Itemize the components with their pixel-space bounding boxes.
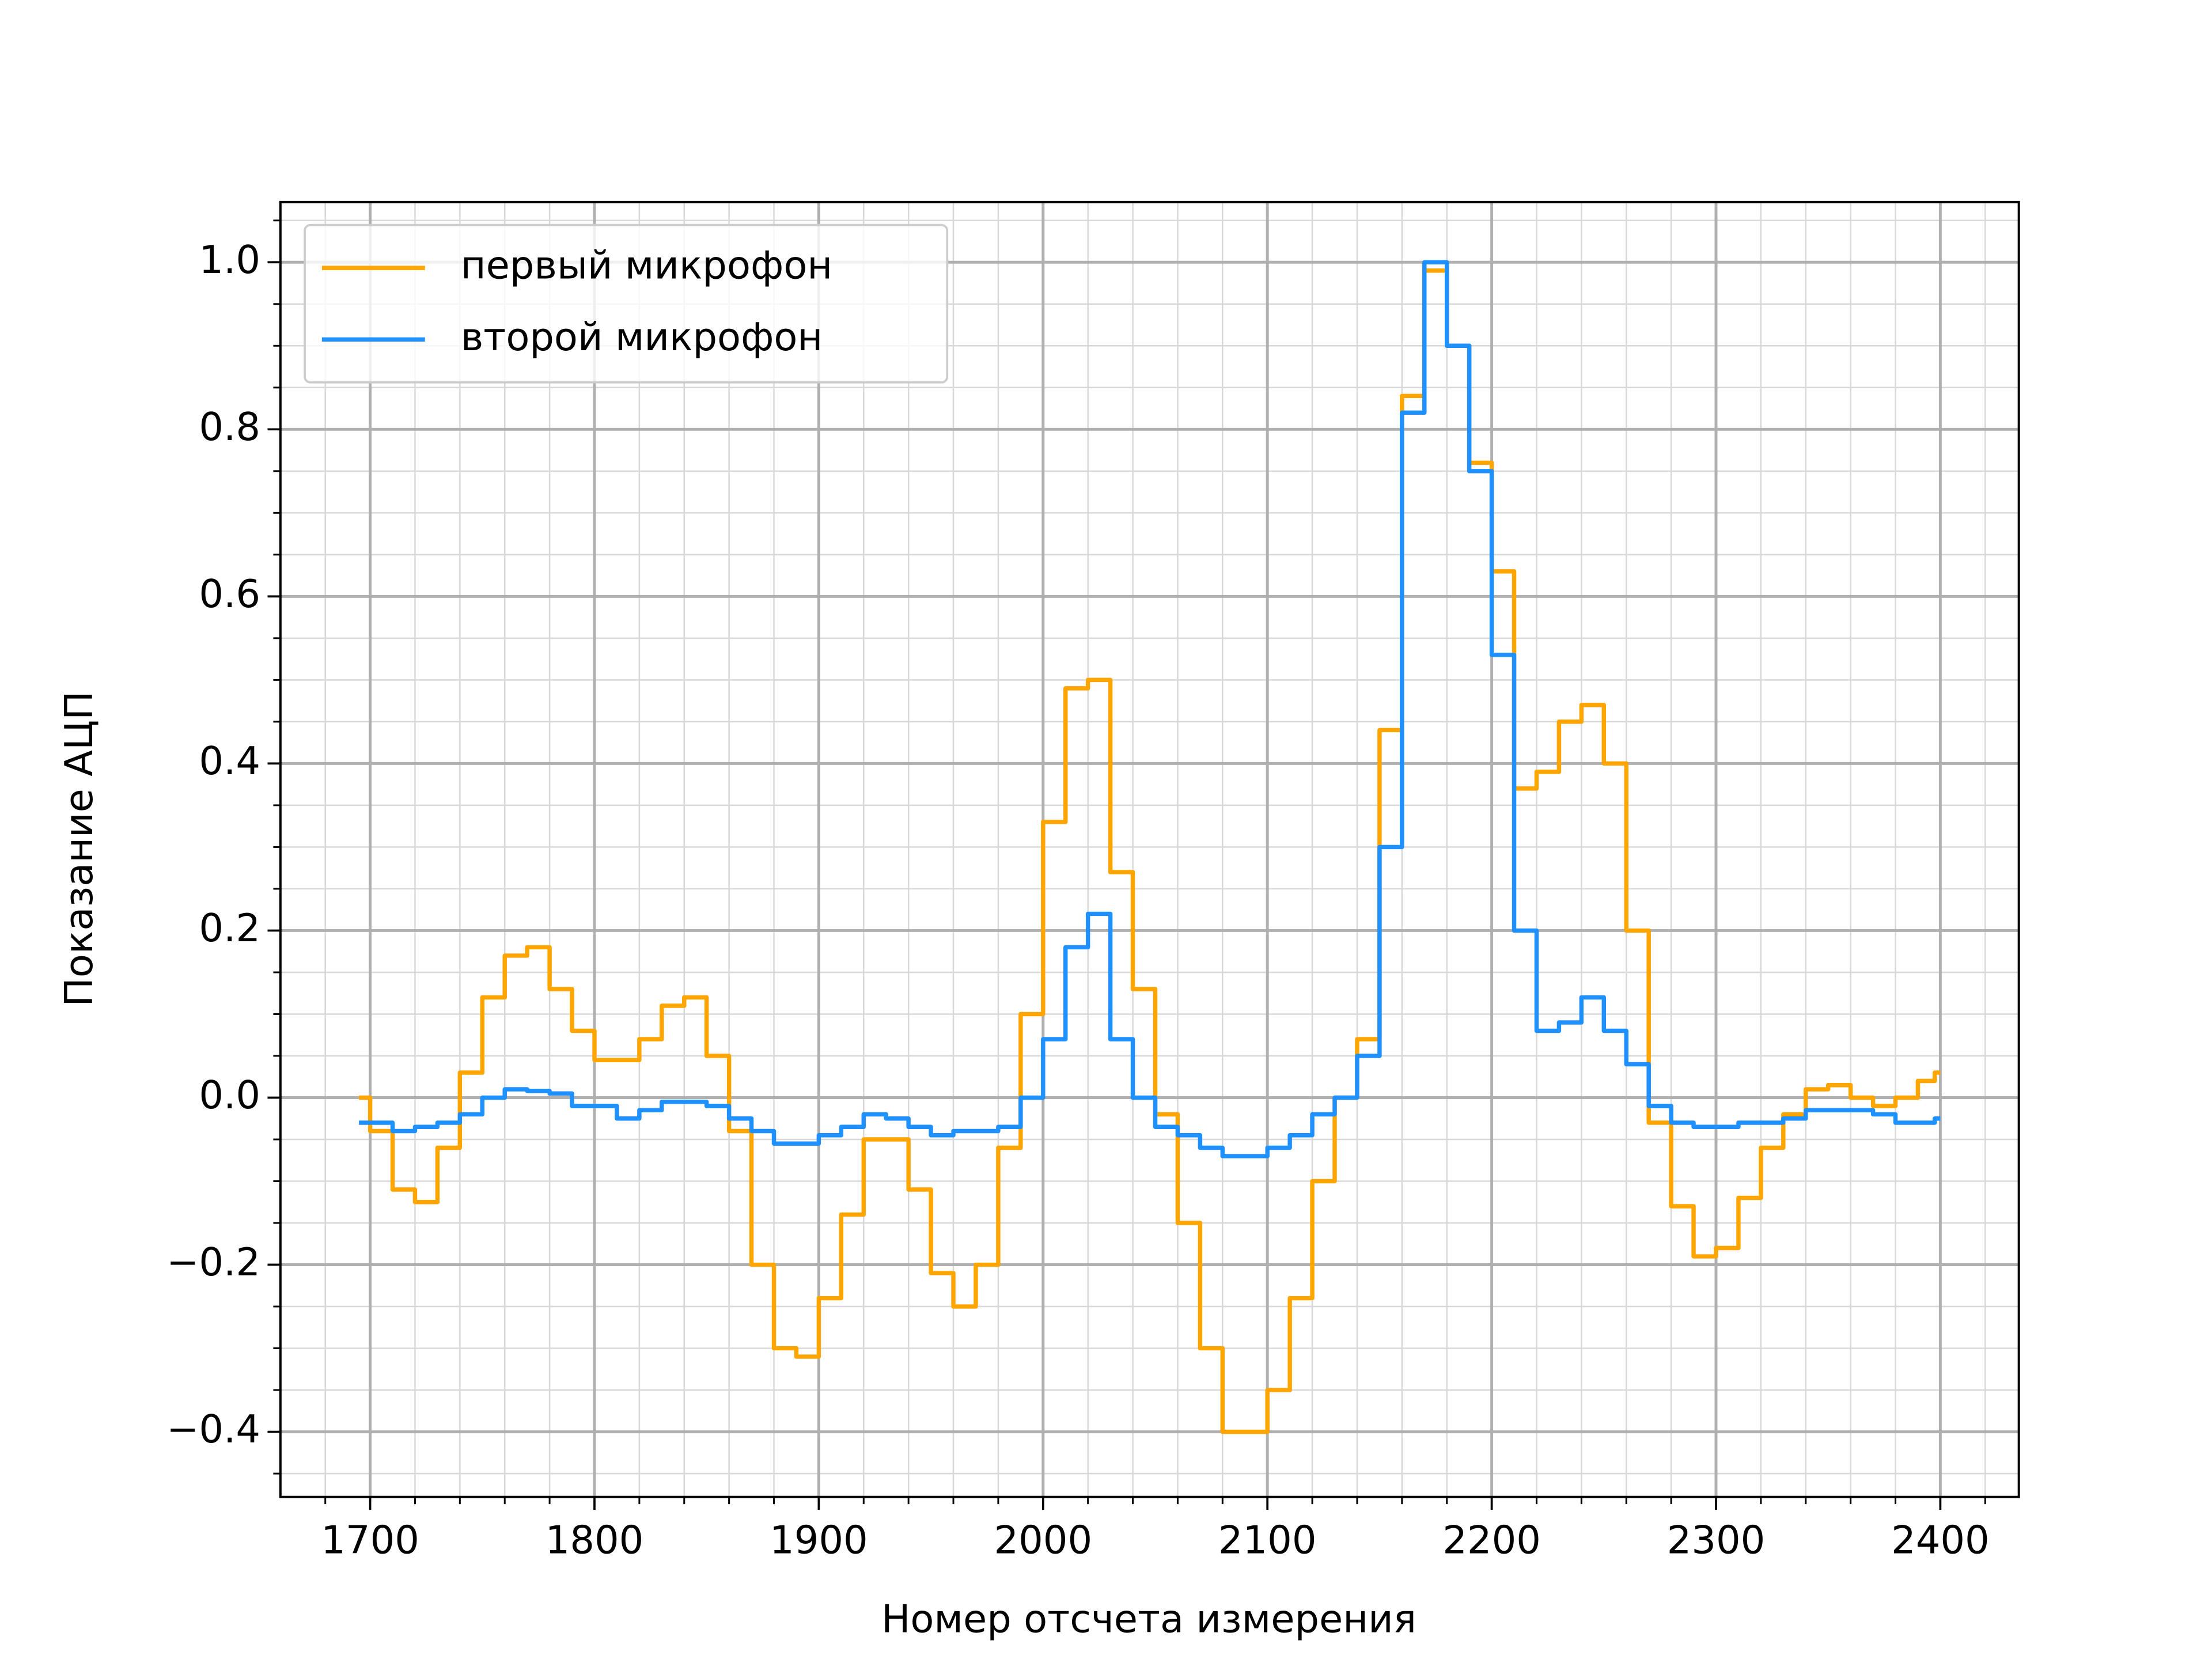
legend-label: первый микрофон xyxy=(461,243,832,288)
x-axis-label: Номер отсчета измерения xyxy=(881,1596,1416,1641)
y-axis-label: Показание АЦП xyxy=(56,691,101,1007)
y-tick-label: 0.0 xyxy=(199,1073,260,1118)
y-tick-label: −0.2 xyxy=(166,1240,260,1285)
y-tick-label: 0.2 xyxy=(199,906,260,950)
data-line xyxy=(359,260,1941,1158)
x-tick-label: 2400 xyxy=(1891,1518,1990,1563)
x-tick-label: 2300 xyxy=(1667,1518,1766,1563)
legend-box xyxy=(304,224,949,384)
x-tick-label: 1800 xyxy=(546,1518,644,1563)
x-tick-label: 2200 xyxy=(1442,1518,1541,1563)
y-tick-label: −0.4 xyxy=(166,1407,260,1452)
x-tick-label: 1700 xyxy=(321,1518,419,1563)
x-tick-label: 1900 xyxy=(770,1518,868,1563)
data-line xyxy=(359,268,1941,1434)
y-tick-label: 0.8 xyxy=(199,404,260,449)
y-tick-label: 0.4 xyxy=(199,738,260,783)
x-tick-label: 2100 xyxy=(1218,1518,1317,1563)
y-tick-label: 0.6 xyxy=(199,571,260,616)
legend-label: второй микрофон xyxy=(461,315,823,359)
y-tick-label: 1.0 xyxy=(199,237,260,282)
plot-frame xyxy=(279,200,2020,1498)
x-tick-label: 2000 xyxy=(994,1518,1092,1563)
